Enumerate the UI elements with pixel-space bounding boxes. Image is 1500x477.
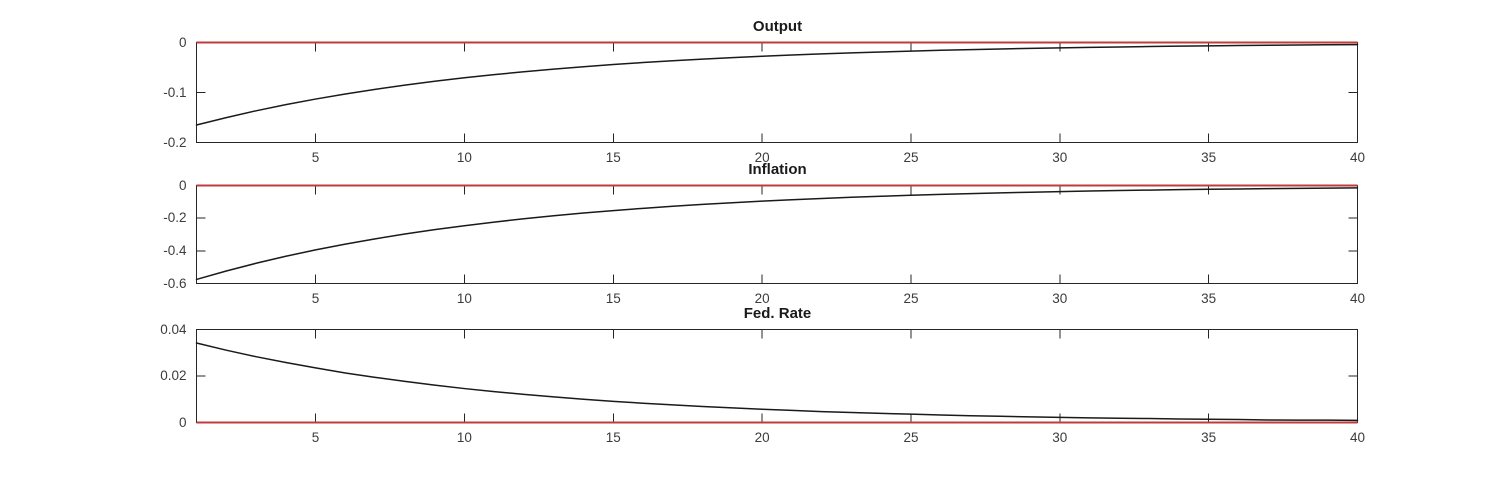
y-tick-label: -0.1 (163, 84, 187, 100)
y-tick-label: 0.02 (160, 368, 187, 383)
x-tick-label: 10 (456, 290, 472, 306)
x-tick-label: 10 (456, 149, 472, 165)
y-tick-label: -0.4 (163, 242, 187, 258)
x-tick-label: 25 (903, 290, 919, 306)
irf-curve (195, 187, 1359, 281)
irf-curve (195, 43, 1359, 126)
x-tick-label: 30 (1052, 429, 1068, 445)
x-tick-label: 25 (903, 149, 919, 165)
irf-curve (195, 342, 1359, 422)
x-tick-label: 15 (605, 290, 621, 306)
x-tick-label: 15 (605, 429, 621, 445)
x-tick-label: 5 (311, 290, 320, 306)
x-tick-label: 10 (456, 429, 472, 445)
y-tick-label: 0.04 (160, 321, 187, 337)
subplot-title-inflation: Inflation (748, 161, 807, 178)
x-tick-label: 35 (1201, 429, 1217, 445)
x-tick-label: 15 (605, 149, 621, 165)
x-tick-label: 5 (311, 149, 320, 165)
x-tick-label: 5 (311, 429, 320, 445)
x-tick-label: 25 (903, 429, 919, 445)
x-tick-label: 20 (754, 429, 770, 445)
y-tick-label: 0 (178, 34, 187, 50)
y-tick-label: 0 (178, 414, 187, 430)
x-tick-label: 40 (1349, 429, 1366, 445)
x-tick-label: 40 (1349, 290, 1366, 306)
x-tick-label: 30 (1052, 149, 1068, 165)
y-tick-label: 0 (178, 177, 187, 193)
x-tick-label: 35 (1201, 149, 1217, 165)
x-tick-label: 20 (754, 149, 770, 165)
subplot-title-fed-rate: Fed. Rate (743, 305, 812, 322)
y-tick-label: -0.2 (163, 210, 187, 226)
x-tick-label: 35 (1201, 290, 1217, 306)
x-tick-label: 20 (754, 290, 770, 306)
axes-box (196, 42, 1358, 143)
x-tick-label: 30 (1052, 290, 1068, 306)
y-tick-label: -0.2 (163, 134, 187, 150)
x-tick-label: 40 (1349, 149, 1366, 165)
y-tick-label: -0.6 (163, 275, 187, 291)
subplot-title-output: Output (752, 18, 803, 35)
